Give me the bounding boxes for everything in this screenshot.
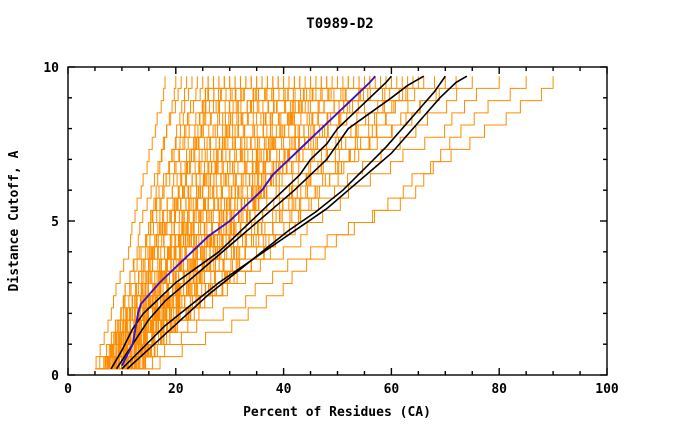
x-tick-label: 20 [168, 382, 184, 397]
highlight-model-blue [121, 75, 376, 367]
ensemble-line [94, 76, 166, 370]
x-axis-label: Percent of Residues (CA) [243, 405, 431, 420]
x-tick-label: 40 [276, 382, 292, 397]
reference-model-4 [126, 75, 446, 370]
x-tick-label: 80 [491, 382, 507, 397]
y-axis-label: Distance Cutoff, A [7, 150, 22, 291]
ensemble-line [103, 76, 387, 370]
reference-model-1 [110, 75, 393, 370]
ensemble-line [97, 76, 209, 370]
chart-title: T0989-D2 [306, 16, 373, 32]
x-tick-label: 100 [595, 382, 619, 397]
plot-area: 0 20 40 60 80 100 0 5 10 [43, 61, 619, 397]
reference-model-2 [115, 75, 425, 370]
ensemble-line [138, 76, 527, 370]
y-tick-label: 5 [51, 215, 59, 230]
x-tick-label: 0 [64, 382, 72, 397]
y-tick-label: 10 [43, 61, 59, 76]
y-tick-label: 0 [51, 369, 59, 384]
x-tick-label: 60 [384, 382, 400, 397]
reference-model-3 [121, 75, 468, 370]
ensemble-line [110, 76, 554, 370]
